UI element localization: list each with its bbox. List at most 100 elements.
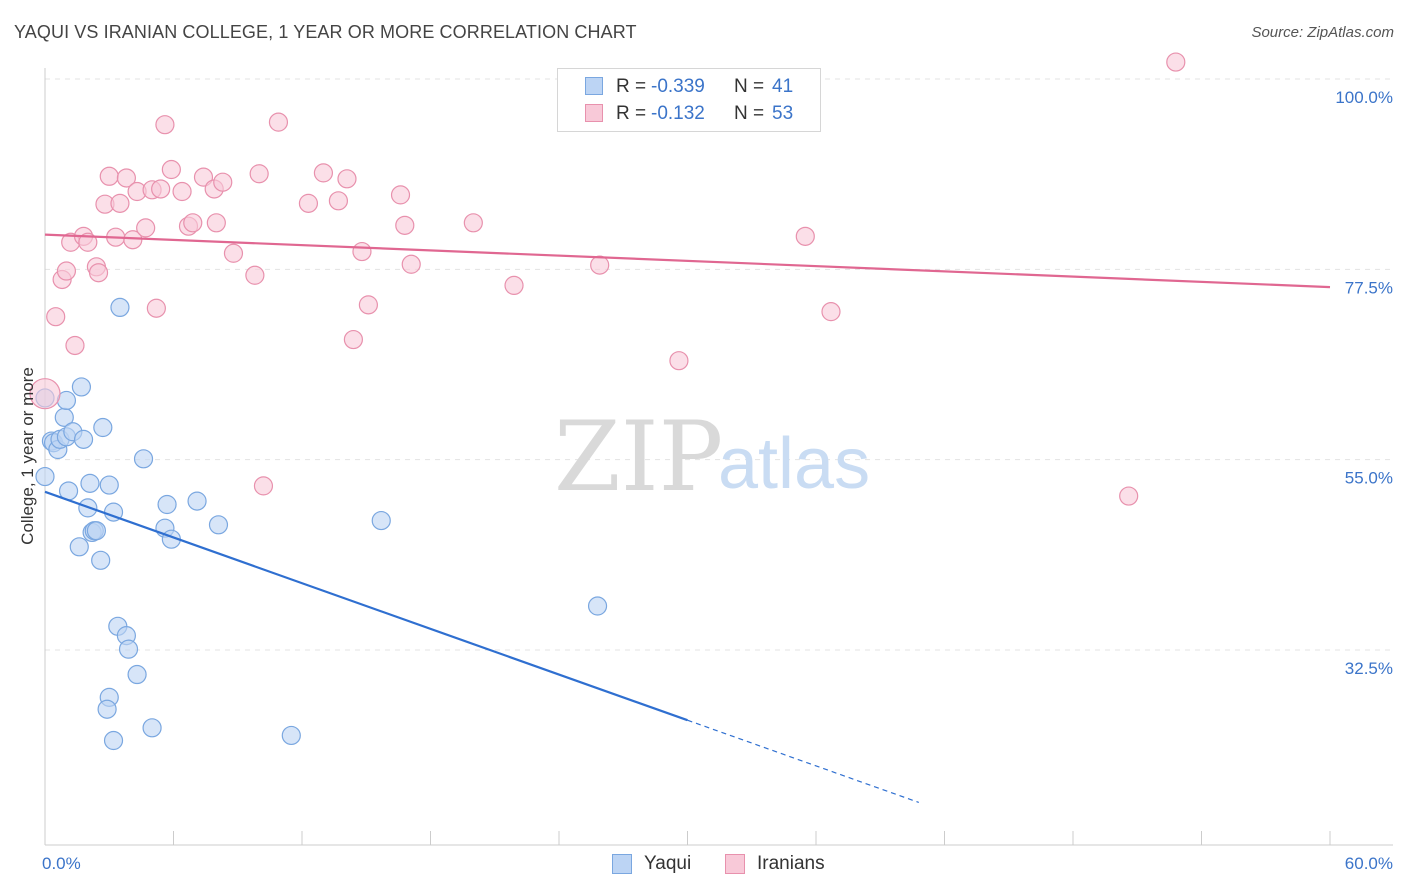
data-point-yaqui: [93, 417, 113, 438]
watermark-atlas-text: atlas: [718, 424, 870, 504]
data-point-yaqui: [118, 639, 139, 659]
data-point-yaqui: [157, 494, 177, 515]
data-point-iranians: [65, 335, 85, 356]
data-point-yaqui: [103, 730, 124, 751]
data-point-iranians: [78, 232, 98, 252]
data-point-iranians: [123, 230, 143, 250]
trend-lines: [44, 233, 1331, 804]
stats-r-value: -0.132: [651, 103, 705, 124]
data-point-yaqui: [133, 449, 154, 469]
y-tick-label: 32.5%: [1345, 659, 1393, 678]
data-point-iranians: [146, 298, 166, 318]
data-point-yaqui: [73, 429, 94, 449]
x-tick-label-min: 0.0%: [42, 854, 81, 873]
data-point-yaqui: [80, 473, 100, 493]
data-point-iranians: [821, 302, 841, 322]
data-point-yaqui: [587, 596, 608, 616]
data-point-iranians: [29, 378, 61, 410]
data-point-yaqui: [69, 537, 89, 557]
data-point-yaqui: [110, 297, 130, 317]
data-point-iranians: [298, 193, 319, 213]
legend-swatch-iranians: [725, 854, 745, 874]
stats-swatch-yaqui: [585, 77, 603, 95]
data-points: [29, 52, 1186, 751]
data-point-yaqui: [281, 725, 301, 746]
data-point-iranians: [795, 226, 815, 246]
data-point-iranians: [328, 191, 349, 211]
data-point-iranians: [116, 168, 136, 188]
data-point-iranians: [56, 261, 77, 281]
data-point-yaqui: [97, 699, 117, 719]
y-tick-label: 100.0%: [1335, 88, 1393, 107]
data-point-iranians: [88, 263, 109, 283]
data-point-yaqui: [99, 475, 119, 495]
trend-line-iranians: [44, 233, 1331, 289]
trend-line-yaqui: [44, 490, 688, 722]
watermark-zip-text: ZIP: [554, 401, 723, 513]
data-point-iranians: [268, 112, 289, 132]
data-point-iranians: [253, 476, 274, 496]
stats-swatch-iranians: [585, 104, 603, 122]
data-point-iranians: [206, 213, 226, 233]
stats-r-label: R =: [616, 103, 647, 124]
data-point-iranians: [245, 265, 265, 285]
data-point-iranians: [99, 166, 119, 186]
chart-title: YAQUI VS IRANIAN COLLEGE, 1 YEAR OR MORE…: [14, 22, 637, 42]
data-point-yaqui: [142, 718, 162, 738]
data-point-iranians: [213, 172, 233, 192]
stats-n-value: 53: [772, 103, 794, 124]
data-point-yaqui: [187, 491, 207, 511]
watermark: ZIP atlas: [554, 401, 870, 513]
data-point-iranians: [155, 115, 175, 135]
axes: [44, 68, 1393, 846]
data-point-iranians: [463, 213, 483, 233]
data-point-iranians: [110, 193, 130, 213]
data-point-iranians: [223, 243, 244, 263]
stats-r-value: -0.339: [651, 76, 705, 97]
data-point-iranians: [249, 164, 269, 184]
data-point-iranians: [395, 215, 415, 235]
data-point-iranians: [669, 351, 689, 371]
data-point-iranians: [1119, 486, 1139, 506]
data-point-iranians: [313, 163, 334, 183]
data-point-iranians: [1166, 52, 1186, 72]
data-point-iranians: [193, 167, 214, 187]
data-point-iranians: [390, 185, 411, 205]
data-point-yaqui: [91, 550, 111, 570]
data-point-iranians: [136, 218, 156, 238]
data-point-yaqui: [208, 515, 229, 535]
stats-n-label: N =: [734, 103, 765, 124]
data-point-iranians: [343, 329, 363, 350]
data-point-yaqui: [71, 377, 92, 397]
legend-swatch-yaqui: [612, 854, 632, 874]
y-tick-label: 77.5%: [1345, 278, 1393, 297]
data-point-yaqui: [86, 521, 107, 541]
y-tick-label: 55.0%: [1345, 469, 1393, 488]
data-point-iranians: [504, 275, 524, 296]
data-point-iranians: [151, 179, 171, 199]
trend-line-extension-yaqui: [687, 719, 920, 804]
stats-n-label: N =: [734, 76, 765, 97]
data-point-iranians: [590, 255, 610, 275]
correlation-stats-box: R = -0.339 N = 41 R = -0.132 N = 53: [557, 68, 821, 132]
y-tick-labels: 100.0% 77.5% 55.0% 32.5%: [1335, 88, 1393, 678]
chart-source: Source: ZipAtlas.com: [1251, 24, 1394, 41]
data-point-iranians: [352, 241, 372, 262]
data-point-yaqui: [127, 664, 147, 685]
legend-label-yaqui: Yaqui: [644, 853, 692, 874]
legend-label-iranians: Iranians: [757, 853, 825, 874]
data-point-iranians: [401, 254, 421, 274]
stats-n-value: 41: [772, 76, 794, 97]
data-point-iranians: [337, 169, 357, 189]
y-axis-title: College, 1 year or more: [18, 367, 37, 545]
x-tick-label-max: 60.0%: [1345, 854, 1393, 873]
data-point-iranians: [46, 307, 66, 327]
data-point-yaqui: [35, 466, 55, 487]
data-point-iranians: [161, 159, 181, 180]
data-point-iranians: [358, 295, 378, 315]
data-point-iranians: [183, 213, 203, 233]
data-point-yaqui: [371, 510, 391, 531]
data-point-iranians: [172, 181, 192, 202]
stats-r-label: R =: [616, 76, 647, 97]
